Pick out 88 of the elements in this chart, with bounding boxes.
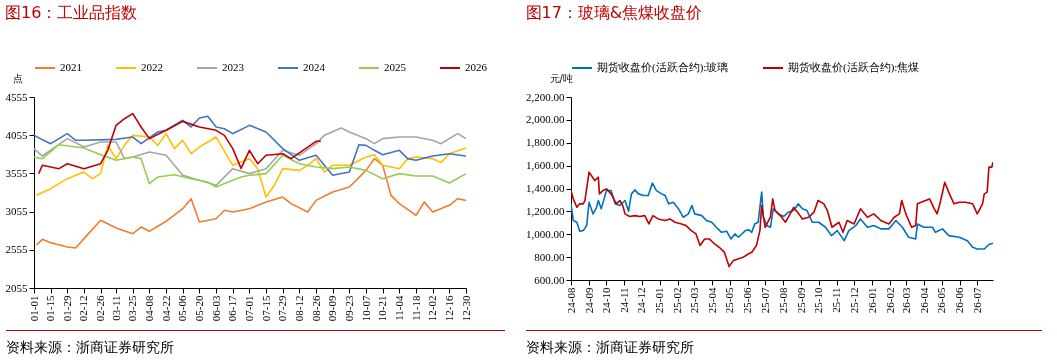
line-series <box>35 132 466 198</box>
x-tick-label: 01-29 <box>60 295 73 322</box>
x-tick-label: 03-25 <box>126 295 139 322</box>
x-tick-label: 10-07 <box>359 295 372 322</box>
y-tick-label: 2555 <box>5 243 28 256</box>
x-tick-label: 25-05 <box>723 287 736 314</box>
x-tick-label: 25-04 <box>705 287 718 314</box>
x-tick-label: 09-23 <box>342 295 355 322</box>
line-series <box>34 115 466 177</box>
x-tick-label: 12-30 <box>459 295 472 322</box>
x-tick-label: 11-04 <box>392 295 405 321</box>
chart-title: 图17：玻璃&焦煤收盘价 <box>525 3 703 22</box>
line-series <box>34 143 466 188</box>
y-axis-title: 点 <box>12 72 23 84</box>
x-tick-label: 26-06 <box>953 287 966 314</box>
x-tick-label: 24-11 <box>617 287 630 313</box>
legend-label: 2025 <box>384 61 407 73</box>
x-tick-label: 01-01 <box>27 295 40 322</box>
x-tick-label: 25-09 <box>794 287 807 314</box>
legend-label: 2024 <box>303 61 326 73</box>
x-tick-label: 08-12 <box>292 295 305 322</box>
text: 资料来源：浙商证券研究所 <box>526 330 1042 357</box>
line-series <box>37 112 322 175</box>
y-tick-label: 2055 <box>5 281 28 294</box>
legend-label: 2023 <box>222 61 245 73</box>
x-tick-label: 25-10 <box>812 287 825 314</box>
x-tick-label: 24-12 <box>635 287 648 314</box>
x-tick-label: 11-18 <box>409 295 422 321</box>
x-tick-label: 01-15 <box>44 295 57 322</box>
x-tick-label: 26-07 <box>970 287 983 314</box>
y-tick-label: 3055 <box>5 205 28 218</box>
x-tick-label: 26-02 <box>883 287 896 314</box>
x-tick-label: 12-02 <box>426 295 439 322</box>
line-series <box>571 161 993 268</box>
x-tick-label: 26-03 <box>899 287 912 314</box>
x-tick-label: 07-29 <box>276 295 289 322</box>
x-tick-label: 25-11 <box>830 287 843 313</box>
x-tick-label: 03-11 <box>109 295 122 321</box>
legend-label: 期货收盘价(活跃合约):玻璃 <box>597 61 729 74</box>
x-tick-label: 25-06 <box>741 287 754 314</box>
x-tick-label: 25-07 <box>758 287 771 314</box>
y-tick-label: 4555 <box>5 90 28 103</box>
x-tick-label: 12-16 <box>442 295 455 322</box>
x-tick-label: 24-08 <box>564 287 577 314</box>
y-tick-label: 3555 <box>5 166 28 179</box>
x-tick-label: 06-17 <box>226 295 239 322</box>
chart-title: 图16：工业品指数 <box>5 3 138 22</box>
line-series <box>571 182 993 250</box>
x-tick-label: 10-21 <box>376 295 389 322</box>
y-tick-label: 600.00 <box>534 273 565 286</box>
x-tick-label: 07-01 <box>242 295 255 322</box>
text: 资料来源：浙商证券研究所 <box>6 330 506 357</box>
y-tick-label: 1,000.00 <box>526 227 565 240</box>
x-tick-label: 25-02 <box>671 287 684 314</box>
y-tick-label: 2,200.00 <box>526 90 565 103</box>
x-tick-label: 25-08 <box>776 287 789 314</box>
y-tick-label: 1,600.00 <box>526 159 565 172</box>
y-tick-label: 1,400.00 <box>526 182 565 194</box>
x-tick-label: 24-09 <box>582 287 595 314</box>
y-tick-label: 2,000.00 <box>526 113 565 126</box>
legend-label: 2026 <box>465 61 488 73</box>
legend-label: 期货收盘价(活跃合约):焦煤 <box>788 61 920 74</box>
y-tick-label: 1,800.00 <box>526 136 565 149</box>
x-tick-label: 26-04 <box>917 287 930 314</box>
x-tick-label: 02-26 <box>94 295 107 322</box>
x-tick-label: 05-06 <box>176 295 189 322</box>
line-series <box>34 127 466 187</box>
x-tick-label: 08-26 <box>309 295 322 322</box>
x-tick-label: 07-15 <box>259 295 272 322</box>
x-tick-label: 06-03 <box>209 295 222 322</box>
y-axis-title: 元/吨 <box>549 72 573 84</box>
line-series <box>35 157 466 249</box>
y-tick-label: 1,200.00 <box>526 204 565 217</box>
x-tick-label: 24-10 <box>599 287 612 314</box>
x-tick-label: 25-12 <box>847 287 860 314</box>
x-tick-label: 26-05 <box>935 287 948 314</box>
x-tick-label: 26-01 <box>865 287 878 314</box>
legend-label: 2022 <box>141 61 163 73</box>
x-tick-label: 25-03 <box>687 287 700 314</box>
y-tick-label: 800.00 <box>534 250 565 263</box>
x-tick-label: 04-22 <box>159 295 172 322</box>
x-tick-label: 09-09 <box>326 295 339 322</box>
y-tick-label: 4055 <box>5 128 28 141</box>
x-tick-label: 25-01 <box>653 287 666 314</box>
x-tick-label: 02-12 <box>77 295 90 322</box>
legend-label: 2021 <box>60 61 82 73</box>
x-tick-label: 04-08 <box>142 295 155 322</box>
x-tick-label: 05-20 <box>192 295 205 322</box>
